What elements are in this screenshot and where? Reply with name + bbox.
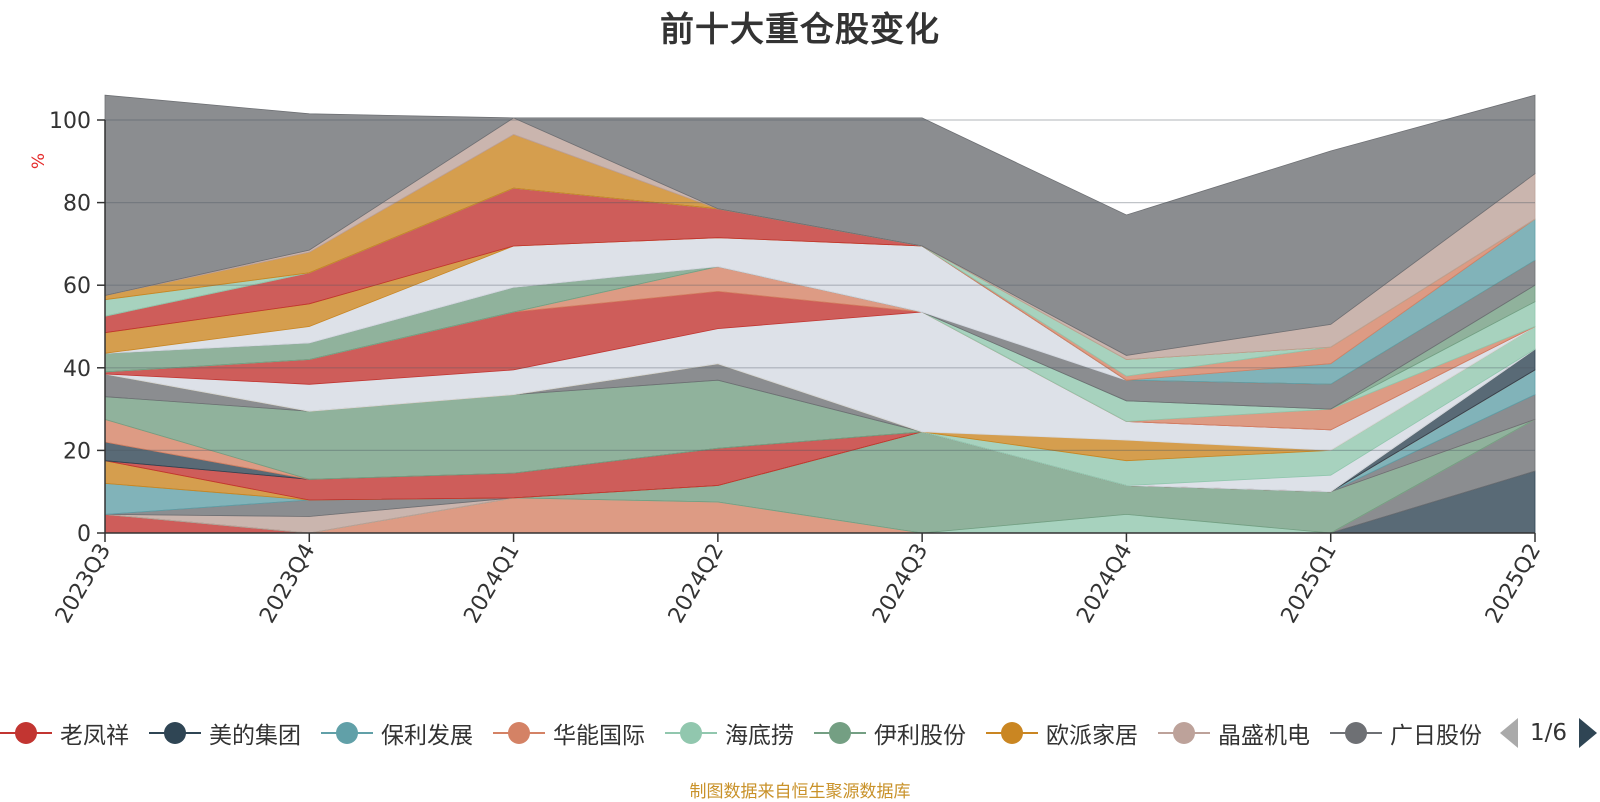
legend-label: 美的集团 xyxy=(209,723,301,749)
legend-item[interactable]: 海底捞 xyxy=(665,716,794,750)
grid-lines xyxy=(105,119,1535,451)
legend-item[interactable]: 美的集团 xyxy=(149,716,301,750)
area-series-group xyxy=(104,94,1536,534)
y-tick-label: 100 xyxy=(49,109,91,134)
legend-marker-icon xyxy=(1330,720,1382,746)
legend-marker-icon xyxy=(0,720,52,746)
x-tick-label: 2023Q4 xyxy=(255,540,320,628)
x-tick-label: 2023Q3 xyxy=(51,540,116,628)
y-axis-unit-label: % xyxy=(29,153,49,169)
legend-marker-icon xyxy=(149,720,201,746)
y-tick-label: 40 xyxy=(63,357,91,382)
x-tick-label: 2024Q2 xyxy=(664,540,729,628)
legend-label: 老凤祥 xyxy=(60,723,129,749)
legend-next-page-icon[interactable] xyxy=(1579,718,1598,748)
legend-viewport: 老凤祥 美的集团 保利发展 华能国际 海底捞 伊利股份 欧派家居 晶盛机电 广日股份 xyxy=(0,700,1482,766)
legend-pager: 1/6 xyxy=(1500,700,1598,766)
legend-item[interactable]: 老凤祥 xyxy=(0,716,129,750)
legend-item[interactable]: 伊利股份 xyxy=(814,716,966,750)
legend-marker-icon xyxy=(665,720,717,746)
y-tick-label: 60 xyxy=(63,274,91,299)
legend: 老凤祥 美的集团 保利发展 华能国际 海底捞 伊利股份 欧派家居 晶盛机电 广日股份 1/6 xyxy=(0,700,1600,766)
legend-marker-icon xyxy=(493,720,545,746)
chart-title: 前十大重仓股变化 xyxy=(660,10,940,50)
legend-marker-icon xyxy=(986,720,1038,746)
legend-item[interactable]: 广日股份 xyxy=(1330,716,1482,750)
legend-page-indicator: 1/6 xyxy=(1530,720,1568,746)
source-note: 制图数据来自恒生聚源数据库 xyxy=(689,782,911,802)
legend-label: 海底捞 xyxy=(725,723,794,749)
y-tick-label: 20 xyxy=(63,439,91,464)
legend-item[interactable]: 欧派家居 xyxy=(986,716,1138,750)
stacked-area-chart: 0 20 40 60 80 100 2023Q3 2023Q4 2024Q1 2024Q2 2024… xyxy=(29,94,1546,628)
area-band-32 xyxy=(104,94,1536,356)
x-tick-label: 2025Q2 xyxy=(1481,540,1546,628)
legend-label: 晶盛机电 xyxy=(1218,723,1310,749)
x-tick-label: 2025Q1 xyxy=(1277,540,1342,628)
legend-marker-icon xyxy=(814,720,866,746)
legend-item[interactable]: 保利发展 xyxy=(321,716,473,750)
x-tick-label: 2024Q4 xyxy=(1072,540,1137,628)
y-tick-label: 80 xyxy=(63,192,91,217)
legend-label: 广日股份 xyxy=(1390,723,1482,749)
x-tick-label: 2024Q1 xyxy=(459,540,524,628)
legend-label: 欧派家居 xyxy=(1046,723,1138,749)
y-tick-label: 0 xyxy=(77,522,91,547)
legend-items: 老凤祥 美的集团 保利发展 华能国际 海底捞 伊利股份 欧派家居 晶盛机电 广日股份 xyxy=(0,700,1482,766)
legend-item[interactable]: 华能国际 xyxy=(493,716,645,750)
legend-label: 保利发展 xyxy=(381,723,473,749)
legend-marker-icon xyxy=(321,720,373,746)
legend-label: 华能国际 xyxy=(553,723,645,749)
legend-item[interactable]: 晶盛机电 xyxy=(1158,716,1310,750)
legend-label: 伊利股份 xyxy=(874,723,966,749)
legend-prev-page-icon[interactable] xyxy=(1500,718,1518,748)
legend-marker-icon xyxy=(1158,720,1210,746)
x-tick-label: 2024Q3 xyxy=(868,540,933,628)
